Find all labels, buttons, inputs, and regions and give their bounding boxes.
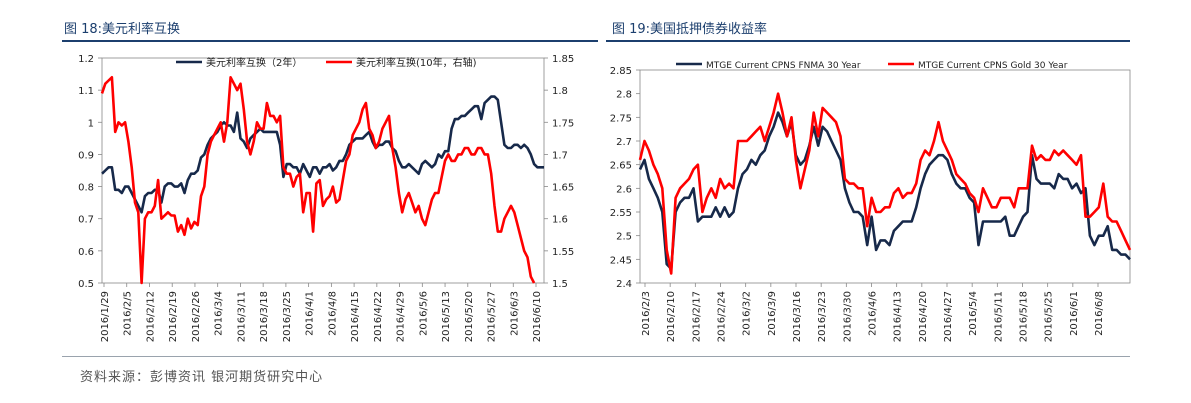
right-y-tick-label: 2.85 xyxy=(610,66,632,77)
right-x-tick-label: 2016/3/23 xyxy=(817,291,828,342)
left-x-tick-label: 2016/4/15 xyxy=(350,291,361,342)
right-y-tick-label: 2.75 xyxy=(610,113,632,124)
left-x-tick-label: 2016/4/29 xyxy=(396,291,407,342)
right-x-tick-label: 2016/3/2 xyxy=(742,291,753,336)
source-note: 资料来源：彭博资讯 银河期货研究中心 xyxy=(80,370,324,385)
left-y2-tick-label: 1.5 xyxy=(552,279,568,290)
right-y-tick-label: 2.55 xyxy=(610,208,632,219)
left-y-tick-label: 0.7 xyxy=(78,215,94,226)
right-x-tick-label: 2016/2/10 xyxy=(666,291,677,342)
left-y2-tick-label: 1.6 xyxy=(552,215,568,226)
right-x-tick-label: 2016/4/27 xyxy=(943,291,954,342)
right-y-tick-label: 2.7 xyxy=(616,137,632,148)
left-legend-label-1: 美元利率互换（2年） xyxy=(206,56,302,69)
left-x-tick-label: 2016/6/10 xyxy=(532,291,543,342)
right-x-tick-label: 2016/5/18 xyxy=(1019,291,1030,342)
left-x-tick-label: 2016/2/12 xyxy=(145,291,156,342)
right-legend-label-1: MTGE Current CPNS FNMA 30 Year xyxy=(706,61,861,71)
right-series-line-1 xyxy=(638,111,1131,271)
left-x-tick-label: 2016/6/3 xyxy=(509,291,520,336)
chart-title-left: 图 18:美元利率互换 xyxy=(64,22,181,37)
left-y-tick-label: 0.8 xyxy=(78,183,94,194)
title-divider-left xyxy=(62,40,598,42)
left-series-line-1 xyxy=(101,95,544,214)
right-x-tick-label: 2016/3/9 xyxy=(767,291,778,336)
right-y-tick-label: 2.4 xyxy=(616,279,632,290)
left-y2-tick-label: 1.8 xyxy=(552,86,568,97)
chart-title-right: 图 19:美国抵押债券收益率 xyxy=(612,22,768,37)
right-x-tick-label: 2016/2/24 xyxy=(717,291,728,342)
left-x-tick-label: 2016/5/6 xyxy=(418,291,429,336)
left-y2-tick-label: 1.55 xyxy=(552,247,574,258)
left-y-tick-label: 1 xyxy=(88,118,94,129)
right-x-tick-label: 2016/2/17 xyxy=(691,291,702,342)
left-y-tick-label: 1.1 xyxy=(78,86,94,97)
left-x-tick-label: 2016/3/4 xyxy=(214,291,225,336)
left-x-tick-label: 2016/4/22 xyxy=(373,291,384,342)
right-x-tick-label: 2016/3/30 xyxy=(842,291,853,342)
left-y2-tick-label: 1.65 xyxy=(552,183,574,194)
right-x-tick-label: 2016/6/8 xyxy=(1094,291,1105,336)
right-y-tick-label: 2.65 xyxy=(610,161,632,172)
left-y2-tick-label: 1.7 xyxy=(552,150,568,161)
right-x-tick-label: 2016/2/3 xyxy=(641,291,652,336)
left-x-tick-label: 2016/2/19 xyxy=(168,291,179,342)
left-x-tick-label: 2016/4/1 xyxy=(305,291,316,336)
left-y-tick-label: 1.2 xyxy=(78,54,94,65)
title-divider-right xyxy=(606,40,1130,42)
left-y-tick-label: 0.5 xyxy=(78,279,94,290)
right-legend-label-2: MTGE Current CPNS Gold 30 Year xyxy=(918,61,1068,71)
right-x-tick-label: 2016/5/4 xyxy=(968,291,979,336)
left-x-tick-label: 2016/2/26 xyxy=(191,291,202,342)
right-x-tick-label: 2016/5/11 xyxy=(993,291,1004,342)
right-y-tick-label: 2.45 xyxy=(610,255,632,266)
right-y-tick-label: 2.8 xyxy=(616,90,632,101)
left-x-tick-label: 2016/3/25 xyxy=(282,291,293,342)
left-x-tick-label: 2016/4/8 xyxy=(327,291,338,336)
left-x-tick-label: 2016/5/27 xyxy=(487,291,498,342)
left-y-tick-label: 0.9 xyxy=(78,150,94,161)
left-y2-tick-label: 1.75 xyxy=(552,118,574,129)
left-x-tick-label: 2016/1/29 xyxy=(100,291,111,342)
left-y2-tick-label: 1.85 xyxy=(552,54,574,65)
right-plot-frame xyxy=(639,69,1131,284)
footer-divider xyxy=(62,356,1130,357)
left-y-tick-label: 0.6 xyxy=(78,247,94,258)
right-x-tick-label: 2016/4/13 xyxy=(893,291,904,342)
right-x-tick-label: 2016/4/6 xyxy=(868,291,879,336)
left-x-tick-label: 2016/3/11 xyxy=(236,291,247,342)
left-legend-label-2: 美元利率互换(10年，右轴) xyxy=(356,56,477,69)
right-x-tick-label: 2016/5/25 xyxy=(1044,291,1055,342)
left-x-tick-label: 2016/3/18 xyxy=(259,291,270,342)
left-series-line-2 xyxy=(100,76,536,285)
left-x-tick-label: 2016/5/20 xyxy=(464,291,475,342)
left-plot-frame xyxy=(101,57,545,284)
right-x-tick-label: 2016/3/16 xyxy=(792,291,803,342)
right-y-tick-label: 2.5 xyxy=(616,232,632,243)
right-series-line-2 xyxy=(638,92,1132,275)
right-x-tick-label: 2016/6/1 xyxy=(1069,291,1080,336)
left-x-tick-label: 2016/5/13 xyxy=(441,291,452,342)
right-x-tick-label: 2016/4/20 xyxy=(918,291,929,342)
right-y-tick-label: 2.6 xyxy=(616,184,632,195)
left-x-tick-label: 2016/2/5 xyxy=(123,291,134,336)
